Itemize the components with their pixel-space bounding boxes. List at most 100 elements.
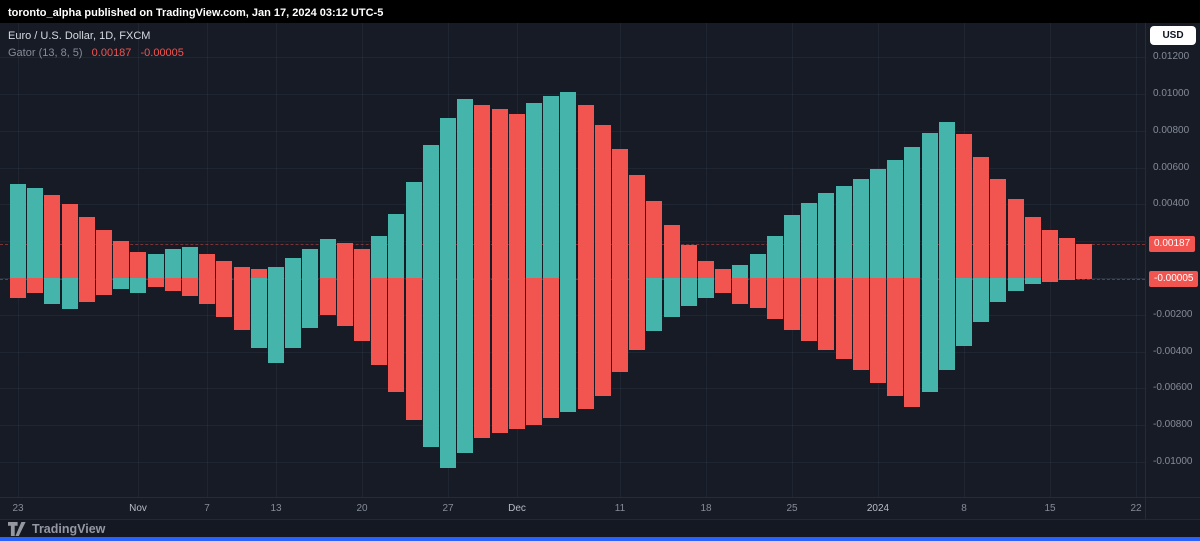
gator-upper-bar xyxy=(904,147,920,278)
gator-lower-bar xyxy=(130,278,146,293)
gator-lower-bar xyxy=(10,278,26,299)
gator-lower-bar xyxy=(44,278,60,304)
price-axis-label: 0.00400 xyxy=(1153,198,1190,210)
gator-lower-bar xyxy=(595,278,611,396)
time-axis-label: 20 xyxy=(356,503,368,514)
gator-upper-bar xyxy=(457,99,473,278)
gator-upper-bar xyxy=(199,254,215,278)
gator-lower-bar xyxy=(818,278,834,350)
time-axis-label: 27 xyxy=(442,503,454,514)
gator-lower-bar xyxy=(251,278,267,348)
gator-upper-bar xyxy=(79,217,95,278)
gator-upper-bar xyxy=(216,261,232,278)
currency-toggle-button[interactable]: USD xyxy=(1150,26,1196,45)
attribution-text: toronto_alpha published on TradingView.c… xyxy=(8,7,384,19)
gator-upper-bar xyxy=(681,244,697,278)
gator-upper-bar xyxy=(251,268,267,278)
gator-lower-bar xyxy=(698,278,714,299)
gator-upper-bar xyxy=(543,95,559,278)
gator-lower-bar xyxy=(715,278,731,293)
gator-upper-bar xyxy=(1042,230,1058,278)
gator-lower-bar xyxy=(612,278,628,372)
gator-upper-bar xyxy=(423,145,439,278)
gator-upper-bar xyxy=(388,213,404,278)
gator-upper-bar xyxy=(148,254,164,278)
gator-upper-bar xyxy=(474,104,490,278)
attribution-bar: toronto_alpha published on TradingView.c… xyxy=(0,0,1200,23)
gator-upper-bar xyxy=(526,103,542,278)
time-axis-label: 8 xyxy=(961,503,967,514)
gator-lower-bar xyxy=(801,278,817,341)
h-gridline xyxy=(0,425,1145,427)
gator-upper-bar xyxy=(922,132,938,278)
price-axis-label: -0.00400 xyxy=(1153,345,1193,357)
v-gridline xyxy=(138,0,139,497)
time-axis-label: 13 xyxy=(270,503,282,514)
gator-upper-bar xyxy=(973,156,989,278)
gator-upper-bar xyxy=(612,149,628,278)
gator-lower-bar xyxy=(990,278,1006,302)
gator-lower-bar xyxy=(973,278,989,323)
gator-upper-bar xyxy=(629,174,645,278)
footer-bar: TradingView xyxy=(0,519,1200,537)
gator-upper-bar xyxy=(234,266,250,278)
symbol-title[interactable]: Euro / U.S. Dollar, 1D, FXCM xyxy=(8,30,151,42)
gator-lower-bar xyxy=(1008,278,1024,291)
gator-upper-bar xyxy=(750,254,766,278)
gator-lower-bar xyxy=(767,278,783,319)
gator-lower-bar xyxy=(870,278,886,383)
gator-lower-bar xyxy=(96,278,112,295)
gator-upper-bar xyxy=(664,224,680,278)
price-axis-label: -0.00200 xyxy=(1153,308,1193,320)
gator-upper-bar xyxy=(44,195,60,278)
gator-lower-bar xyxy=(664,278,680,317)
gator-upper-bar xyxy=(767,235,783,278)
plot-area[interactable] xyxy=(0,0,1145,497)
price-axis[interactable]: 0.01200 0.01000 0.00800 0.00600 0.00400 -0.00… xyxy=(1146,0,1200,519)
gator-lower-bar xyxy=(113,278,129,289)
tradingview-logo[interactable]: TradingView xyxy=(0,520,1200,537)
gator-upper-bar xyxy=(818,193,834,278)
gator-upper-bar xyxy=(320,239,336,278)
gator-upper-bar xyxy=(302,248,318,278)
indicator-label[interactable]: Gator (13, 8, 5) xyxy=(8,47,83,59)
gator-lower-bar xyxy=(406,278,422,420)
gator-upper-bar xyxy=(354,248,370,278)
gator-lower-bar xyxy=(492,278,508,433)
gator-lower-bar xyxy=(629,278,645,350)
gator-upper-bar xyxy=(165,248,181,278)
gator-lower-bar xyxy=(337,278,353,326)
time-axis-label: 11 xyxy=(614,503,626,514)
gator-lower-bar xyxy=(388,278,404,393)
gator-upper-bar xyxy=(870,169,886,278)
gator-upper-bar xyxy=(62,204,78,278)
gator-lower-bar xyxy=(732,278,748,304)
gator-lower-bar xyxy=(440,278,456,468)
gator-lower-bar xyxy=(887,278,903,396)
gator-upper-bar xyxy=(887,160,903,278)
gator-lower-bar xyxy=(956,278,972,347)
gator-lower-bar xyxy=(578,278,594,409)
gator-upper-bar xyxy=(646,200,662,278)
gator-lower-bar xyxy=(268,278,284,363)
gator-upper-bar xyxy=(509,114,525,278)
gator-lower-bar xyxy=(1025,278,1041,284)
h-gridline xyxy=(0,462,1145,463)
tradingview-logo-text: TradingView xyxy=(32,521,106,536)
indicator-upper-value: 0.00187 xyxy=(91,47,132,59)
gator-lower-bar xyxy=(320,278,336,315)
price-axis-label: 0.01200 xyxy=(1153,51,1190,63)
gator-upper-bar xyxy=(595,125,611,278)
indicator-row[interactable]: Gator (13, 8, 5) 0.00187 -0.00005 xyxy=(8,45,184,61)
gator-upper-bar xyxy=(715,268,731,278)
gator-lower-bar xyxy=(302,278,318,328)
gator-upper-bar xyxy=(27,187,43,278)
gator-upper-bar xyxy=(10,184,26,278)
price-axis-label: 0.00600 xyxy=(1153,161,1190,173)
gator-lower-bar xyxy=(750,278,766,308)
gator-upper-bar xyxy=(371,235,387,278)
time-axis[interactable]: 23 Nov 7 13 20 27 Dec 11 18 25 2024 8 15 22 xyxy=(0,498,1145,519)
gator-upper-bar xyxy=(698,261,714,278)
gator-lower-bar xyxy=(457,278,473,453)
